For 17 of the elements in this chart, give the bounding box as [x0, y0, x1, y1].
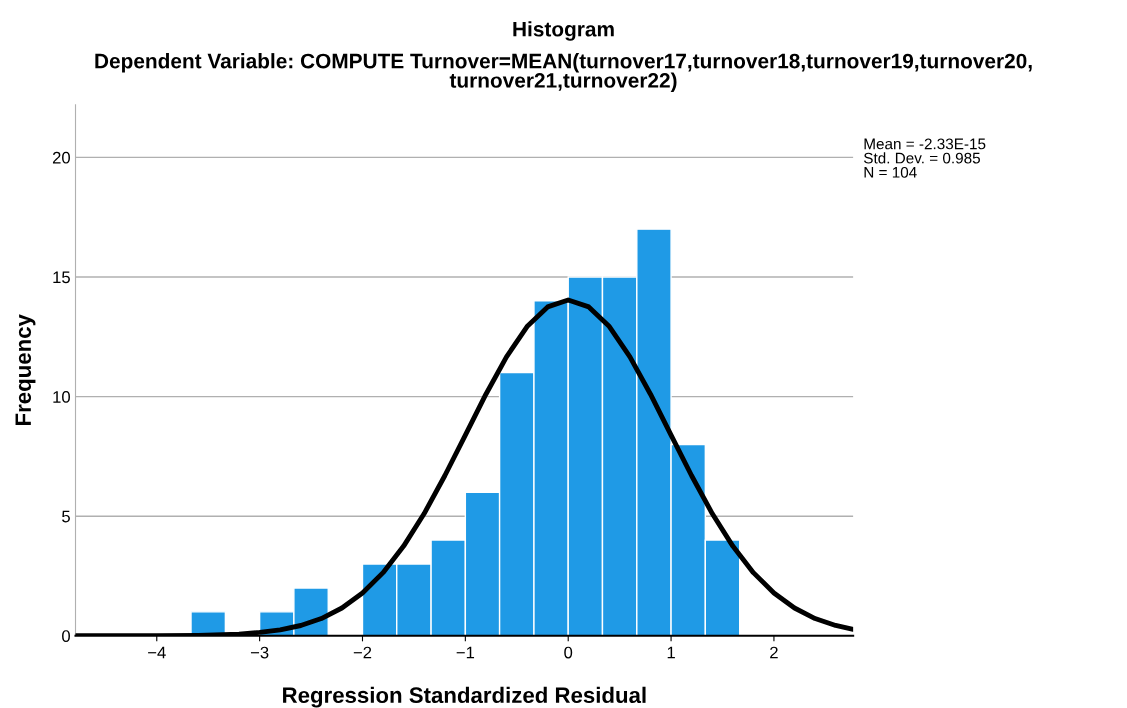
y-axis-title: Frequency: [15, 314, 36, 425]
x-axis-title: Regression Standardized Residual: [283, 686, 646, 708]
text: Mean = -2.33E-15 Std. Dev. = 0.985 N = 104: [863, 138, 986, 178]
y-tick-label: 15: [53, 271, 70, 284]
x-tick-label: 2: [770, 646, 778, 659]
x-tick-label: 1: [667, 646, 675, 659]
x-tick-label: −1: [456, 646, 475, 659]
x-tick-label: −4: [148, 646, 166, 659]
x-tick-label: 0: [564, 646, 573, 659]
chart-subtitle: Dependent Variable: COMPUTE Turnover=MEAN(turnover17,turnover18,turnover19,turnover20, turnover21,turnover22): [95, 53, 1032, 92]
x-tick-label: −2: [353, 646, 372, 659]
x-tick-label: −3: [250, 646, 269, 659]
y-tick-label: 0: [62, 630, 70, 642]
y-tick-label: 10: [53, 391, 70, 403]
y-tick-label: 5: [62, 510, 70, 523]
y-tick-label: 20: [52, 151, 70, 164]
chart-title: Histogram: [513, 21, 614, 41]
